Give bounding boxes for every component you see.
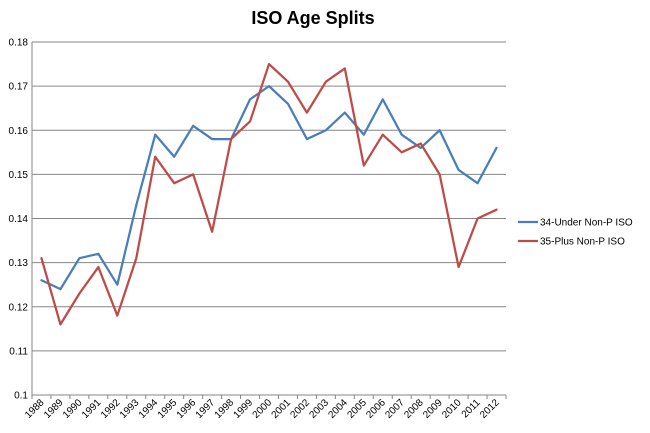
data-point [363, 133, 365, 135]
y-axis-tick-labels: 0.1 0.11 0.12 0.13 0.14 0.15 0.16 0.17 0.18 [9, 38, 29, 402]
y-tick-label: 0.14 [9, 214, 29, 225]
x-tick-label: 2008 [402, 397, 426, 421]
data-point [211, 138, 213, 140]
data-point [457, 169, 459, 171]
x-tick-label: 1999 [232, 397, 256, 421]
y-tick-label: 0.11 [9, 346, 28, 357]
data-point [116, 314, 118, 316]
data-point [438, 173, 440, 175]
x-tick-label: 1990 [61, 397, 85, 421]
x-tick-label: 1991 [80, 397, 104, 421]
data-point [154, 156, 156, 158]
x-tick-label: 2000 [251, 397, 275, 421]
data-point [59, 288, 61, 290]
series-line-0 [40, 84, 498, 291]
y-tick-label: 0.13 [9, 258, 29, 269]
x-axis-tick-labels: 1988198919901991199219931994199519961997… [23, 397, 502, 421]
data-point [419, 142, 421, 144]
x-tick-label: 2009 [421, 397, 445, 421]
x-tick-label: 1994 [137, 397, 161, 421]
x-tick-label: 1997 [194, 397, 218, 421]
data-point [78, 257, 80, 259]
x-tick-label: 2012 [478, 397, 502, 421]
data-point [363, 164, 365, 166]
data-point [40, 279, 42, 281]
data-point [287, 81, 289, 83]
data-point [135, 257, 137, 259]
y-tick-label: 0.16 [9, 126, 29, 137]
x-tick-label: 2004 [326, 397, 350, 421]
data-point [173, 156, 175, 158]
y-tick-label: 0.18 [9, 38, 29, 49]
series-lines [40, 62, 498, 326]
data-point [268, 85, 270, 87]
data-point [476, 217, 478, 219]
x-tick-label: 1993 [118, 397, 142, 421]
chart-title: ISO Age Splits [251, 8, 374, 28]
data-point [154, 133, 156, 135]
x-tick-label: 2006 [364, 397, 388, 421]
data-point [344, 67, 346, 69]
data-point [495, 208, 497, 210]
data-point [173, 182, 175, 184]
data-point [457, 266, 459, 268]
x-tick-label: 1992 [99, 397, 123, 421]
data-point [97, 266, 99, 268]
x-tick-label: 2003 [307, 397, 331, 421]
x-tick-label: 2001 [270, 397, 294, 421]
gridlines [32, 41, 506, 352]
data-point [382, 133, 384, 135]
legend: 34-Under Non-P ISO 35-Plus Non-P ISO [518, 218, 633, 248]
x-tick-label: 1995 [156, 397, 180, 421]
data-point [306, 111, 308, 113]
data-point [401, 133, 403, 135]
data-point [40, 257, 42, 259]
data-point [268, 63, 270, 65]
series-line-1 [40, 62, 498, 326]
data-point [325, 129, 327, 131]
legend-label-1: 35-Plus Non-P ISO [540, 237, 625, 248]
x-tick-label: 2002 [289, 397, 313, 421]
data-point [476, 182, 478, 184]
x-tick-label: 2010 [440, 397, 464, 421]
x-tick-label: 2011 [460, 397, 483, 420]
x-tick-label: 1998 [213, 397, 237, 421]
data-point [344, 111, 346, 113]
data-point [78, 292, 80, 294]
y-tick-label: 0.12 [9, 302, 29, 313]
data-point [59, 323, 61, 325]
data-point [438, 129, 440, 131]
data-point [382, 98, 384, 100]
y-tick-label: 0.1 [14, 391, 28, 402]
axes [31, 42, 507, 399]
data-point [306, 138, 308, 140]
data-point [192, 125, 194, 127]
data-point [97, 253, 99, 255]
data-point [192, 173, 194, 175]
data-point [249, 98, 251, 100]
data-point [135, 204, 137, 206]
data-point [401, 151, 403, 153]
data-point [495, 147, 497, 149]
data-point [230, 138, 232, 140]
data-point [287, 103, 289, 105]
data-point [116, 283, 118, 285]
x-tick-label: 2005 [345, 397, 369, 421]
x-tick-label: 1989 [42, 397, 66, 421]
y-tick-label: 0.15 [9, 170, 29, 181]
data-point [249, 120, 251, 122]
x-tick-label: 1996 [175, 397, 199, 421]
x-tick-label: 2007 [383, 397, 407, 421]
data-point [325, 81, 327, 83]
data-point [419, 147, 421, 149]
data-point [211, 231, 213, 233]
y-tick-label: 0.17 [9, 82, 29, 93]
legend-label-0: 34-Under Non-P ISO [540, 218, 633, 229]
